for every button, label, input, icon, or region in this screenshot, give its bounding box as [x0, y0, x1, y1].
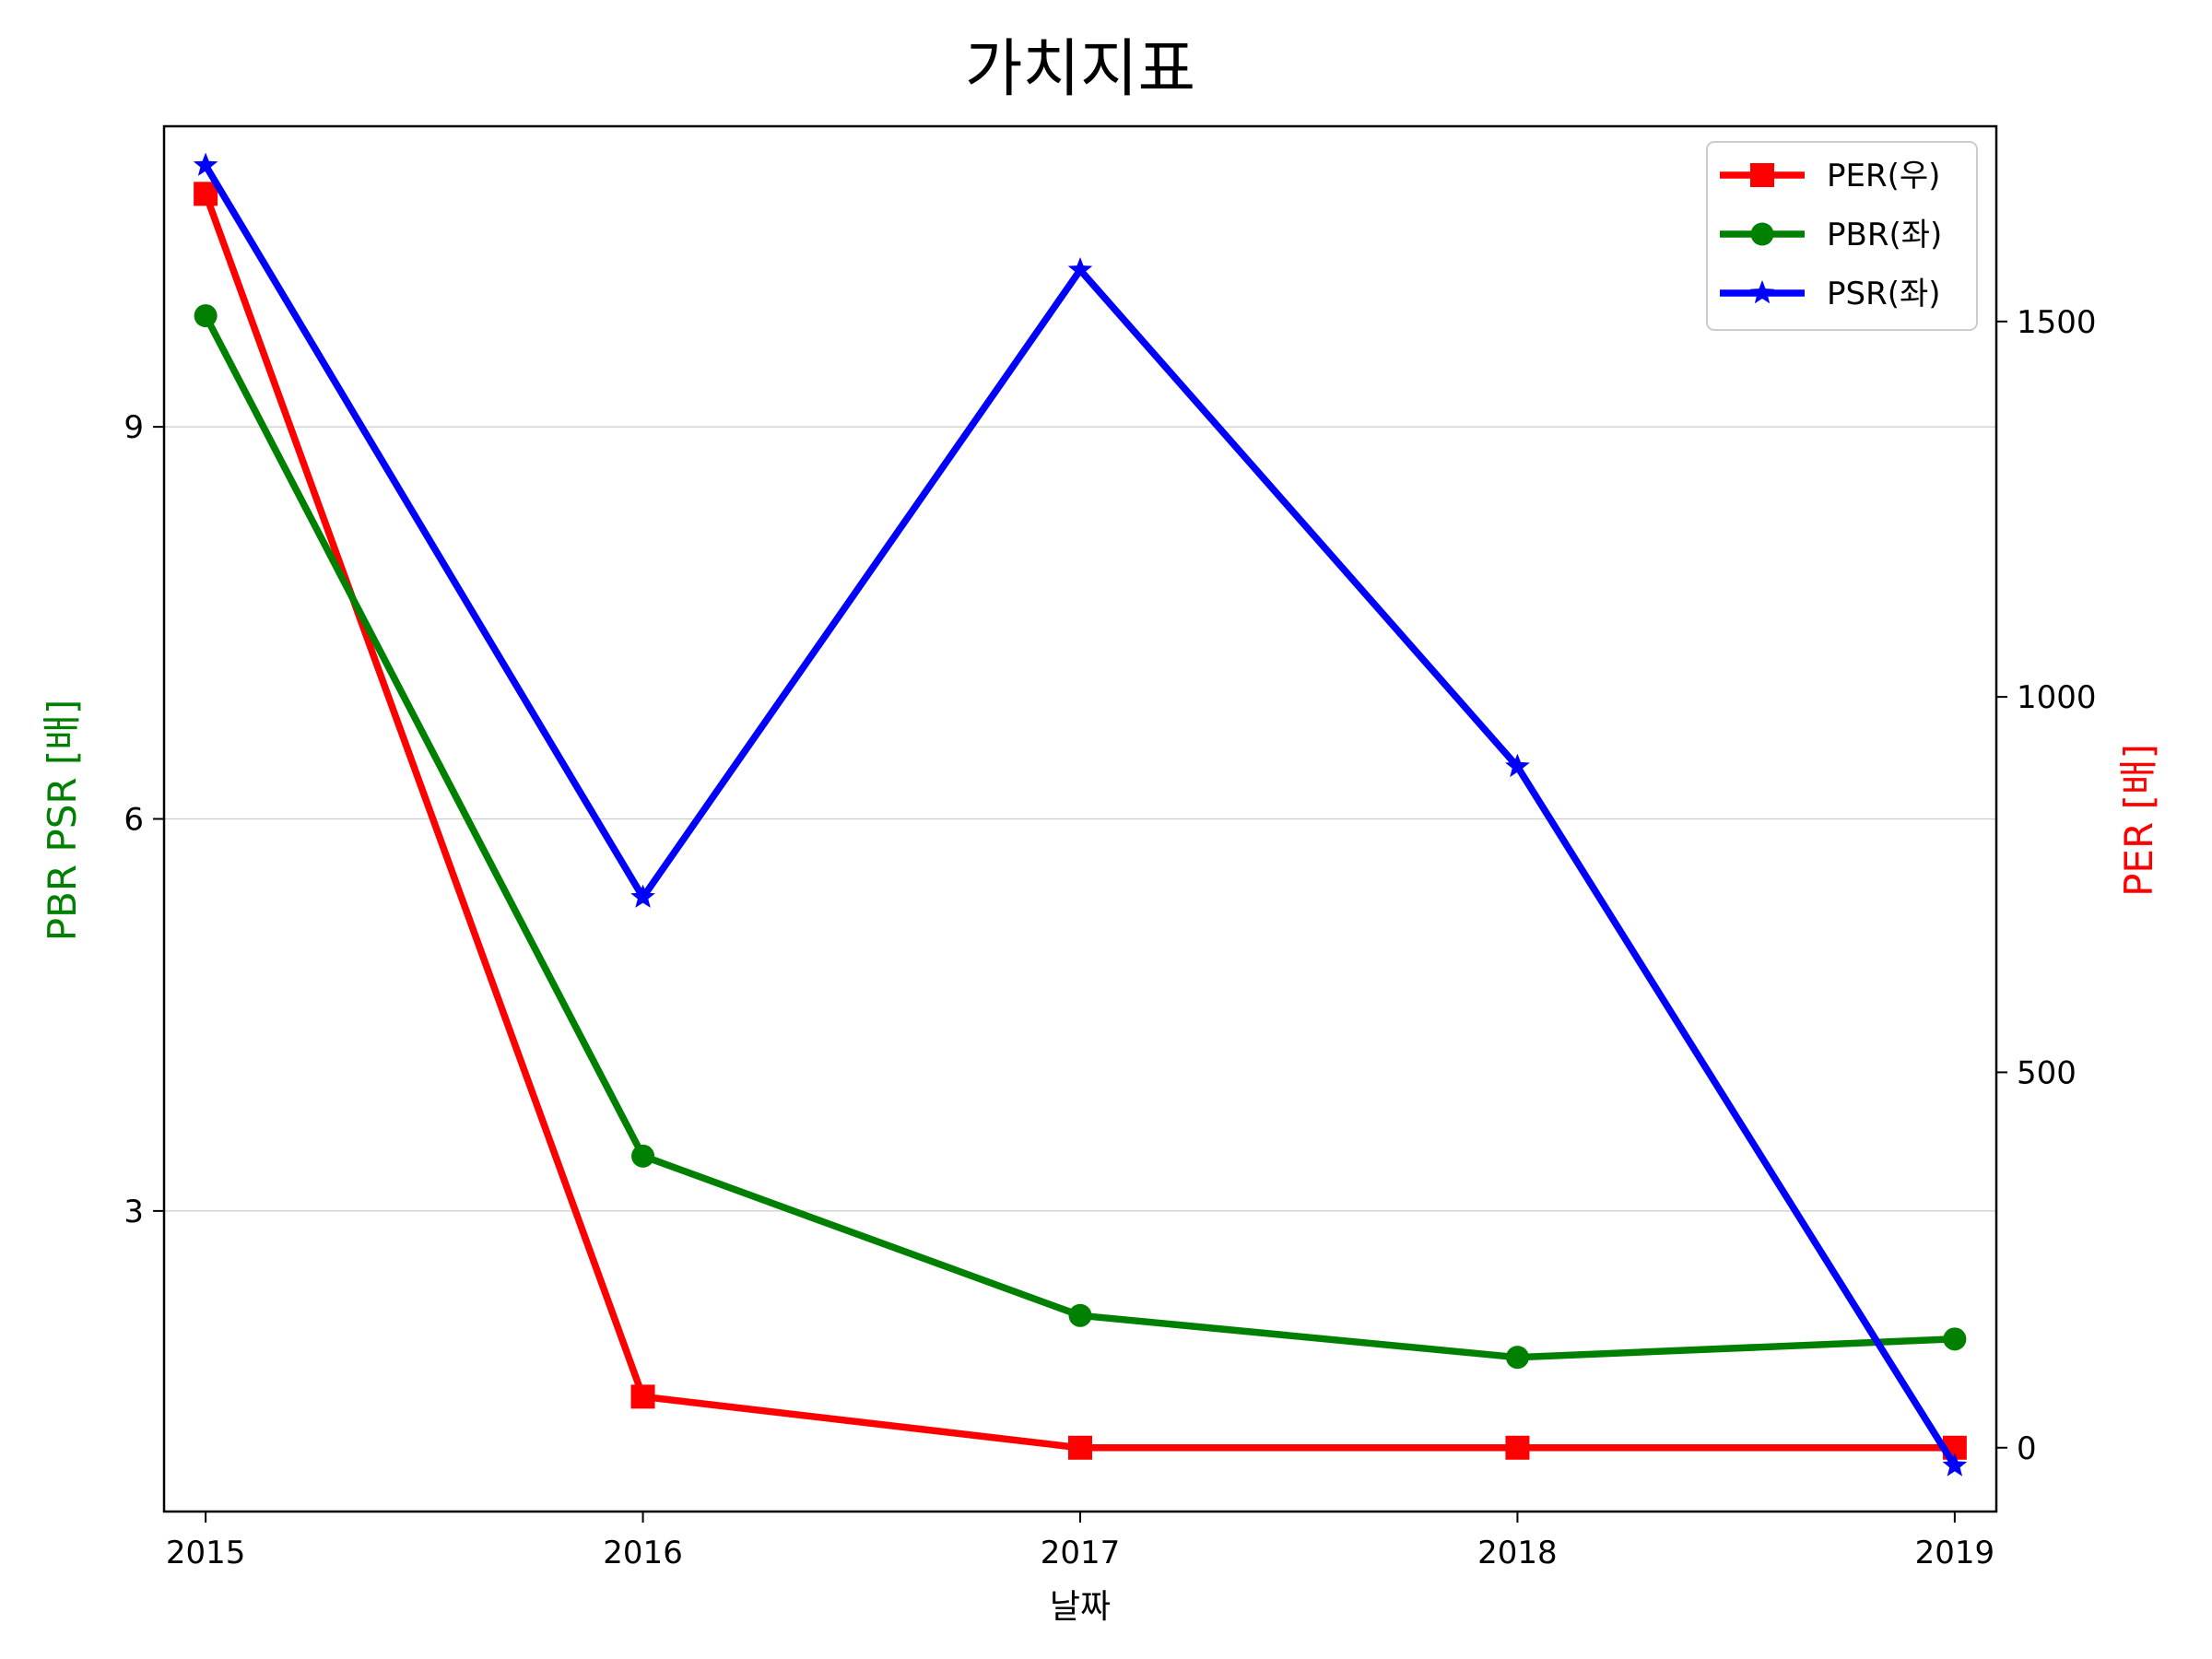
- series-pbr: [194, 304, 1967, 1370]
- legend-items: PER(우) PBR(좌) PSR(좌): [1720, 158, 1942, 312]
- legend-pbr-label: PBR(좌): [1827, 217, 1942, 253]
- legend-per-marker: [1750, 163, 1774, 187]
- left-y-tick-label: 3: [124, 1194, 144, 1230]
- series-pbr-point: [1505, 1346, 1529, 1370]
- left-y-tick-label: 9: [124, 409, 144, 446]
- series-layer: [193, 152, 1968, 1477]
- legend: PER(우) PBR(좌) PSR(좌): [1706, 141, 1978, 331]
- x-axis-label: 날짜: [1050, 1588, 1111, 1626]
- series-per-point: [630, 1384, 655, 1409]
- right-y-tick-label: 0: [2017, 1430, 2037, 1467]
- x-tick-label: 2017: [1041, 1535, 1121, 1571]
- axes: 3 6 9 0 500 1000 1500 2015 2016 2017 2018 2019: [124, 304, 2096, 1571]
- series-psr-point: [193, 152, 218, 176]
- series-psr-point: [1067, 257, 1093, 281]
- series-psr-point: [1942, 1453, 1968, 1477]
- chart-title: 가치지표: [965, 33, 1195, 106]
- legend-psr-marker: [1749, 280, 1775, 304]
- series-pbr-point: [631, 1144, 655, 1168]
- x-tick-label: 2016: [603, 1535, 683, 1571]
- right-y-tick-label: 1000: [2017, 679, 2097, 716]
- left-y-axis-label: PBR PSR [배]: [40, 700, 85, 942]
- series-psr-point: [630, 884, 655, 908]
- left-y-tick-label: 6: [124, 802, 144, 839]
- legend-pbr-marker: [1750, 222, 1774, 246]
- series-pbr-point: [1943, 1327, 1967, 1351]
- series-per: [194, 182, 1967, 1460]
- right-y-axis-label: PER [배]: [2116, 744, 2161, 897]
- series-per-point: [1505, 1435, 1530, 1460]
- legend-frame: [1706, 141, 1978, 331]
- right-y-tick-label: 500: [2017, 1054, 2077, 1091]
- series-psr: [193, 152, 1968, 1477]
- series-per-point: [1068, 1435, 1092, 1460]
- x-tick-label: 2018: [1477, 1535, 1558, 1571]
- series-pbr-point: [194, 304, 218, 328]
- legend-per-label: PER(우): [1827, 158, 1940, 194]
- series-psr-point: [1505, 753, 1530, 778]
- series-per-point: [194, 182, 218, 206]
- legend-psr-label: PSR(좌): [1827, 276, 1941, 312]
- series-pbr-point: [1068, 1303, 1092, 1327]
- x-tick-label: 2015: [166, 1535, 246, 1571]
- x-tick-label: 2019: [1915, 1535, 1995, 1571]
- right-y-tick-label: 1500: [2017, 304, 2097, 341]
